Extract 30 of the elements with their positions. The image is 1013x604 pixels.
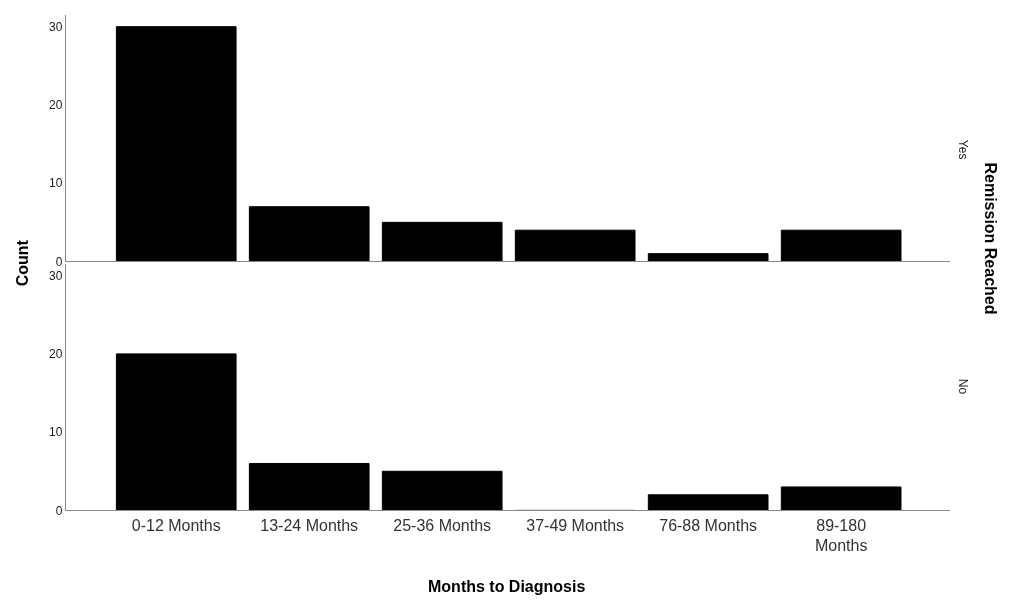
text: Yes: [955, 139, 970, 160]
bar: [115, 26, 237, 262]
y-tick-label: 30: [49, 268, 63, 283]
y-tick-label: 20: [49, 98, 63, 113]
y-tick-label: 20: [49, 347, 63, 362]
x-tick-label: 37-49 Months: [526, 516, 625, 534]
y-tick-label: 10: [49, 176, 63, 191]
bar: [381, 221, 503, 262]
x-tick-label: 0-12 Months: [131, 516, 221, 534]
x-tick-label: 25-36 Months: [393, 516, 492, 534]
y-axis-title: Count: [13, 239, 31, 287]
bar: [780, 229, 902, 262]
bar: [381, 470, 503, 511]
y-tick-label: 0: [55, 254, 63, 269]
bar: [647, 253, 769, 262]
text: No: [955, 378, 970, 395]
bar: [514, 229, 636, 262]
y-tick-label: 30: [49, 19, 63, 34]
x-tick-label: 13-24 Months: [260, 516, 359, 534]
text: Remission Reached: [982, 162, 1000, 315]
y-tick-label: 10: [49, 425, 63, 440]
x-axis-title: Months to Diagnosis: [428, 578, 586, 595]
x-tick-label: 76-88 Months: [659, 516, 758, 534]
x-tick-label: 89-180 Months: [814, 516, 868, 555]
bar: [647, 494, 769, 511]
bar: [248, 462, 370, 511]
y-tick-label: 0: [55, 503, 63, 518]
bar: [115, 353, 237, 511]
bar: [248, 206, 370, 262]
bar: [780, 486, 902, 511]
